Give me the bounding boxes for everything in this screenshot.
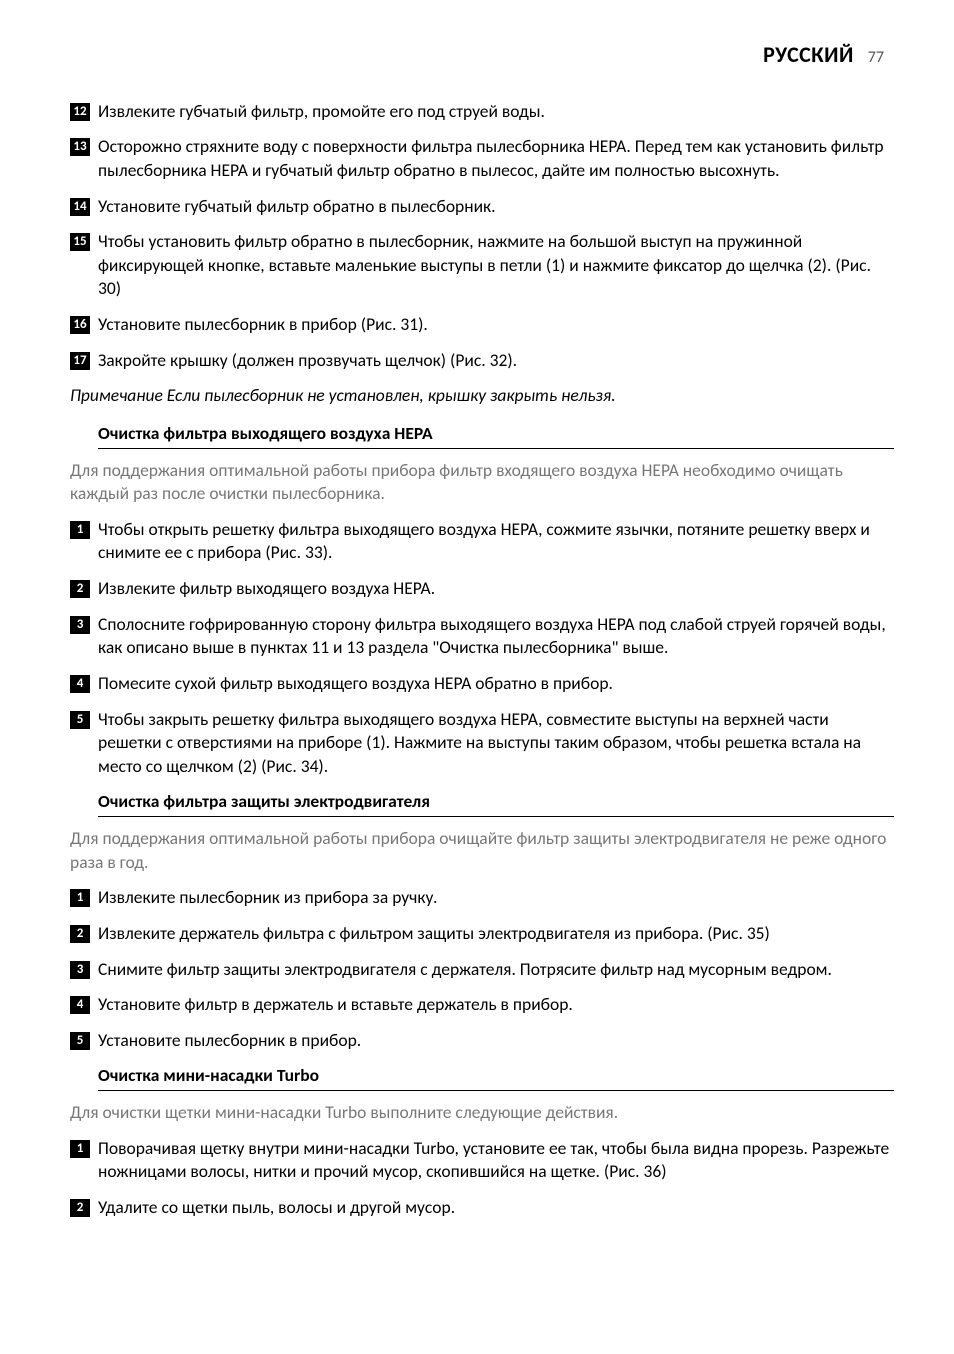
step-number-badge: 14 xyxy=(70,198,90,216)
step-number-badge: 16 xyxy=(70,316,90,334)
step-row: 2 Удалите со щетки пыль, волосы и другой … xyxy=(70,1196,894,1220)
step-number-badge: 17 xyxy=(70,352,90,370)
step-text: Чтобы открыть решетку фильтра выходящего… xyxy=(98,518,894,565)
step-row: 13 Осторожно стряхните воду с поверхности… xyxy=(70,135,894,182)
step-row: 1 Чтобы открыть решетку фильтра выходящег… xyxy=(70,518,894,565)
step-number-badge: 13 xyxy=(70,138,90,156)
section-intro: Для поддержания оптимальной работы прибо… xyxy=(70,459,894,506)
step-number-badge: 5 xyxy=(70,1032,90,1050)
step-text: Извлеките фильтр выходящего воздуха HEPA… xyxy=(98,577,894,601)
step-number-badge: 2 xyxy=(70,1199,90,1217)
section-d: Очистка мини-насадки Turbo Для очистки щ… xyxy=(70,1064,894,1219)
section-c: Очистка фильтра защиты электродвигателя … xyxy=(70,790,894,1052)
step-text: Установите губчатый фильтр обратно в пыл… xyxy=(98,195,894,219)
step-number-badge: 2 xyxy=(70,925,90,943)
step-row: 17 Закройте крышку (должен прозвучать щел… xyxy=(70,349,894,373)
section-heading: Очистка фильтра защиты электродвигателя xyxy=(98,790,894,817)
step-text: Закройте крышку (должен прозвучать щелчо… xyxy=(98,349,894,373)
step-text: Установите пылесборник в прибор. xyxy=(98,1029,894,1053)
step-number-badge: 1 xyxy=(70,1140,90,1158)
step-text: Извлеките губчатый фильтр, промойте его … xyxy=(98,100,894,124)
header-language: РУССКИЙ xyxy=(763,41,854,68)
section-intro: Для очистки щетки мини-насадки Turbo вып… xyxy=(70,1101,894,1125)
step-text: Удалите со щетки пыль, волосы и другой м… xyxy=(98,1196,894,1220)
step-row: 14 Установите губчатый фильтр обратно в п… xyxy=(70,195,894,219)
step-row: 2 Извлеките фильтр выходящего воздуха HEP… xyxy=(70,577,894,601)
step-text: Чтобы установить фильтр обратно в пылесб… xyxy=(98,230,894,301)
section-intro: Для поддержания оптимальной работы прибо… xyxy=(70,827,894,874)
step-row: 3 Сполосните гофрированную сторону фильтр… xyxy=(70,613,894,660)
step-text: Установите пылесборник в прибор (Рис. 31… xyxy=(98,313,894,337)
step-text: Извлеките пылесборник из прибора за ручк… xyxy=(98,886,894,910)
page-header: РУССКИЙ 77 xyxy=(70,40,894,70)
section-a: 12 Извлеките губчатый фильтр, промойте ег… xyxy=(70,100,894,408)
section-heading: Очистка мини-насадки Turbo xyxy=(98,1064,894,1091)
step-number-badge: 4 xyxy=(70,675,90,693)
note-text: Примечание Если пылесборник не установле… xyxy=(70,384,894,408)
step-row: 4 Помесите сухой фильтр выходящего воздух… xyxy=(70,672,894,696)
step-row: 4 Установите фильтр в держатель и вставьт… xyxy=(70,993,894,1017)
step-number-badge: 1 xyxy=(70,521,90,539)
step-number-badge: 2 xyxy=(70,580,90,598)
step-number-badge: 1 xyxy=(70,889,90,907)
section-b: Очистка фильтра выходящего воздуха HEPA … xyxy=(70,422,894,779)
step-number-badge: 4 xyxy=(70,996,90,1014)
step-text: Чтобы закрыть решетку фильтра выходящего… xyxy=(98,708,894,779)
step-text: Осторожно стряхните воду с поверхности ф… xyxy=(98,135,894,182)
step-row: 12 Извлеките губчатый фильтр, промойте ег… xyxy=(70,100,894,124)
step-row: 2 Извлеките держатель фильтра с фильтром … xyxy=(70,922,894,946)
step-row: 1 Извлеките пылесборник из прибора за руч… xyxy=(70,886,894,910)
step-number-badge: 3 xyxy=(70,961,90,979)
step-row: 5 Чтобы закрыть решетку фильтра выходящег… xyxy=(70,708,894,779)
step-number-badge: 3 xyxy=(70,616,90,634)
step-text: Снимите фильтр защиты электродвигателя с… xyxy=(98,958,894,982)
header-page-number: 77 xyxy=(868,48,884,67)
step-row: 3 Снимите фильтр защиты электродвигателя … xyxy=(70,958,894,982)
step-number-badge: 15 xyxy=(70,233,90,251)
step-row: 1 Поворачивая щетку внутри мини-насадки T… xyxy=(70,1137,894,1184)
step-text: Извлеките держатель фильтра с фильтром з… xyxy=(98,922,894,946)
section-heading: Очистка фильтра выходящего воздуха HEPA xyxy=(98,422,894,449)
step-number-badge: 5 xyxy=(70,711,90,729)
step-row: 15 Чтобы установить фильтр обратно в пыле… xyxy=(70,230,894,301)
step-text: Поворачивая щетку внутри мини-насадки Tu… xyxy=(98,1137,894,1184)
step-row: 5 Установите пылесборник в прибор. xyxy=(70,1029,894,1053)
step-text: Сполосните гофрированную сторону фильтра… xyxy=(98,613,894,660)
step-text: Помесите сухой фильтр выходящего воздуха… xyxy=(98,672,894,696)
step-row: 16 Установите пылесборник в прибор (Рис. … xyxy=(70,313,894,337)
step-number-badge: 12 xyxy=(70,103,90,121)
step-text: Установите фильтр в держатель и вставьте… xyxy=(98,993,894,1017)
